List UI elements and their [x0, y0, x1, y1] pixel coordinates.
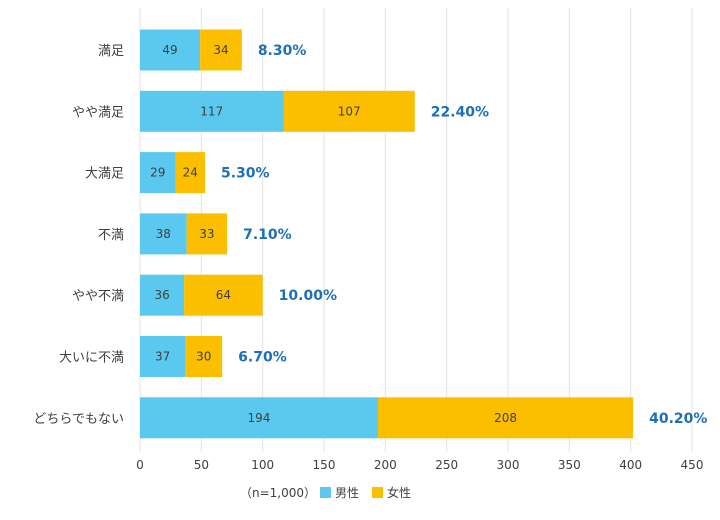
- category-label: やや満足: [72, 105, 124, 120]
- bar-value-label: 30: [196, 350, 211, 364]
- gridlines: [139, 8, 693, 452]
- bar-value-label: 33: [199, 227, 214, 241]
- bar-segment-female: [377, 397, 634, 439]
- x-tick-label: 150: [313, 458, 336, 472]
- bar-segment-male: [140, 90, 284, 132]
- category-label: やや不満: [72, 289, 124, 304]
- bar-segment-female: [200, 29, 242, 71]
- category-label: 大満足: [85, 167, 124, 182]
- bar-value-label: 24: [183, 166, 198, 180]
- bar-segment-female: [185, 336, 223, 377]
- bar-value-label: 34: [213, 43, 228, 57]
- percent-label: 5.30%: [221, 166, 270, 182]
- x-tick-label: 250: [435, 458, 458, 472]
- legend: （n=1,000） 男性 女性: [240, 485, 411, 500]
- percent-label: 7.10%: [243, 227, 292, 243]
- bar-value-label: 29: [150, 166, 165, 180]
- bar-segment-male: [140, 152, 176, 194]
- bar-value-label: 37: [155, 350, 170, 364]
- bar-value-label: 208: [494, 411, 517, 425]
- bar-value-label: 117: [200, 104, 223, 118]
- x-tick-label: 400: [619, 458, 642, 472]
- percent-label: 6.70%: [238, 350, 287, 366]
- bar-value-label: 36: [154, 288, 169, 302]
- percent-label: 22.40%: [431, 104, 489, 120]
- category-label: 不満: [98, 228, 124, 243]
- legend-label-female: 女性: [387, 485, 411, 500]
- category-label: どちらでもない: [33, 412, 124, 427]
- x-tick-label: 450: [681, 458, 704, 472]
- bar-segment-male: [140, 397, 378, 439]
- bar-value-label: 49: [162, 43, 177, 57]
- bar-value-label: 194: [248, 411, 271, 425]
- legend-swatch-male: [320, 487, 331, 498]
- bar-segment-female: [186, 213, 228, 255]
- x-tick-label: 350: [558, 458, 581, 472]
- bar-segment-female: [175, 152, 206, 194]
- bar-value-label: 64: [216, 288, 231, 302]
- legend-sample-size: （n=1,000）: [240, 486, 316, 500]
- bar-value-label: 38: [156, 227, 171, 241]
- bar-segment-male: [140, 336, 186, 377]
- category-label: 大いに不満: [59, 351, 124, 366]
- x-axis: 0 50 100 150 200 250 300 350 400 450: [136, 458, 703, 472]
- category-label: 満足: [98, 44, 124, 59]
- legend-swatch-female: [372, 487, 383, 498]
- bar-segment-male: [140, 29, 201, 71]
- bar-value-label: 107: [338, 104, 361, 118]
- legend-label-male: 男性: [335, 486, 359, 500]
- x-tick-label: 0: [136, 458, 144, 472]
- x-tick-label: 300: [497, 458, 520, 472]
- bars: [140, 29, 634, 439]
- percent-label: 10.00%: [279, 288, 337, 304]
- x-tick-label: 200: [374, 458, 397, 472]
- x-tick-label: 100: [251, 458, 274, 472]
- x-tick-label: 50: [194, 458, 209, 472]
- labels: 満足 49 34 8.30% やや満足 117 107 22.40% 大満足 29 24 5.30% 不…: [33, 43, 707, 427]
- percent-label: 8.30%: [258, 43, 307, 59]
- bar-segment-male: [140, 213, 187, 255]
- bar-segment-male: [140, 274, 185, 316]
- bar-segment-female: [283, 90, 415, 132]
- bar-segment-female: [184, 274, 263, 316]
- percent-label: 40.20%: [649, 411, 707, 427]
